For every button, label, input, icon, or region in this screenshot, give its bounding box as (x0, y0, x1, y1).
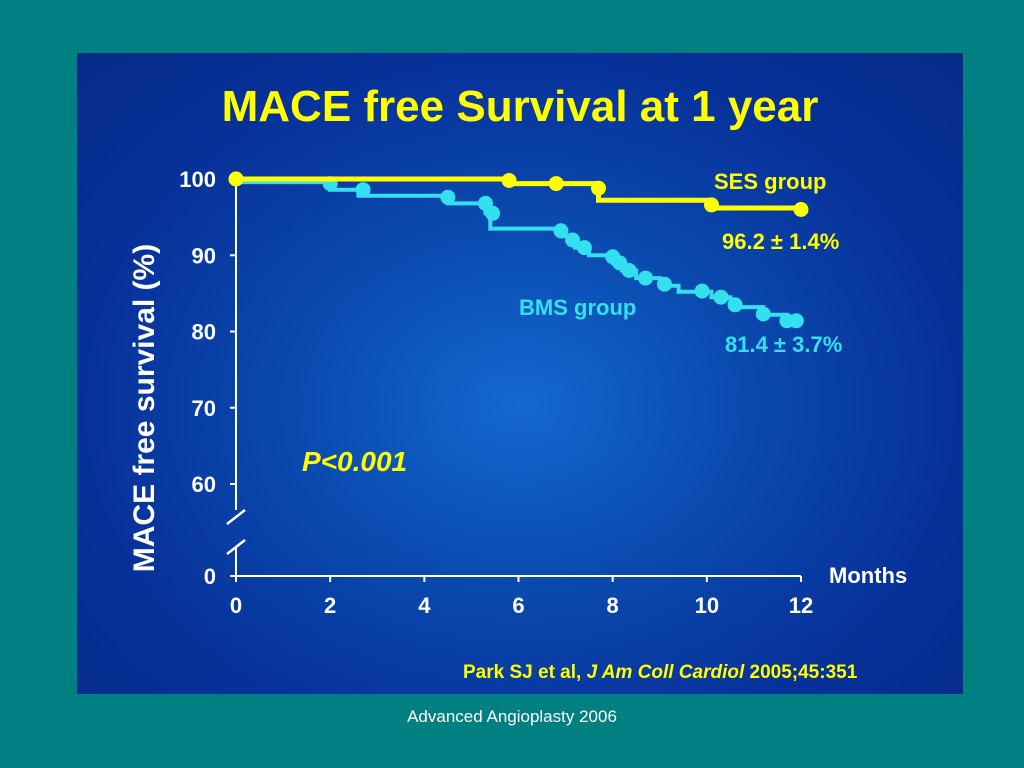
bms-group-marker (440, 189, 456, 205)
bms-group-marker (694, 283, 710, 299)
slide-panel: MACE free Survival at 1 year MACE free s… (77, 53, 963, 694)
bms-group-marker (727, 297, 743, 313)
bms-group-marker (713, 289, 729, 305)
y-tick-label: 60 (192, 472, 216, 497)
ses-group-marker (548, 176, 564, 192)
axis-break-upper (226, 509, 246, 525)
x-tick-label: 10 (695, 593, 719, 618)
bms-end-value: 81.4 ± 3.7% (725, 332, 842, 357)
series-layer (228, 171, 809, 329)
y-tick-label: 90 (192, 243, 216, 268)
bms-group-marker (755, 306, 771, 322)
x-tick-label: 12 (789, 593, 813, 618)
y-tick-label: 0 (204, 564, 216, 589)
bms-group-marker (657, 276, 672, 292)
ses-group-marker (228, 171, 244, 187)
x-axis-label: Months (829, 563, 907, 588)
citation: Park SJ et al, J Am Coll Cardiol 2005;45… (463, 662, 858, 683)
citation-journal: J Am Coll Cardiol (587, 662, 745, 683)
y-tick-label: 100 (179, 167, 216, 192)
ses-end-value: 96.2 ± 1.4% (722, 229, 839, 254)
x-tick-label: 6 (512, 593, 524, 618)
y-axis-label: MACE free survival (%) (128, 244, 161, 572)
chart-title: MACE free Survival at 1 year (222, 82, 819, 131)
axes (226, 178, 802, 582)
bms-group-marker (553, 223, 569, 239)
ses-group-marker (501, 173, 517, 188)
slide-footer: Advanced Angioplasty 2006 (407, 707, 617, 726)
bms-legend-label: BMS group (519, 295, 636, 320)
x-tick-labels: 0 2 4 6 8 10 12 (230, 593, 813, 618)
ses-legend-label: SES group (714, 169, 826, 194)
x-tick-label: 8 (607, 593, 619, 618)
ses-group-marker (704, 197, 719, 213)
bms-group-marker (565, 232, 581, 248)
x-tick-label: 0 (230, 593, 242, 618)
bms-group-marker (638, 270, 654, 286)
bms-group-marker (485, 205, 501, 221)
bms-group-marker (576, 240, 592, 256)
p-value-annotation: P<0.001 (302, 446, 407, 477)
ses-group-marker (793, 202, 809, 217)
x-tick-label: 2 (324, 593, 336, 618)
y-tick-labels: 0 60 70 80 90 100 (179, 167, 216, 589)
citation-volume: 2005;45:351 (744, 662, 857, 683)
bms-group-marker (621, 263, 637, 278)
bms-group-marker (788, 313, 804, 329)
y-tick-label: 70 (192, 396, 216, 421)
ses-group-marker (591, 180, 606, 196)
survival-chart: MACE free Survival at 1 year MACE free s… (128, 82, 907, 683)
y-tick-label: 80 (192, 320, 216, 345)
citation-authors: Park SJ et al, (463, 662, 587, 683)
x-tick-label: 4 (418, 593, 431, 618)
bms-group-marker (355, 182, 371, 198)
